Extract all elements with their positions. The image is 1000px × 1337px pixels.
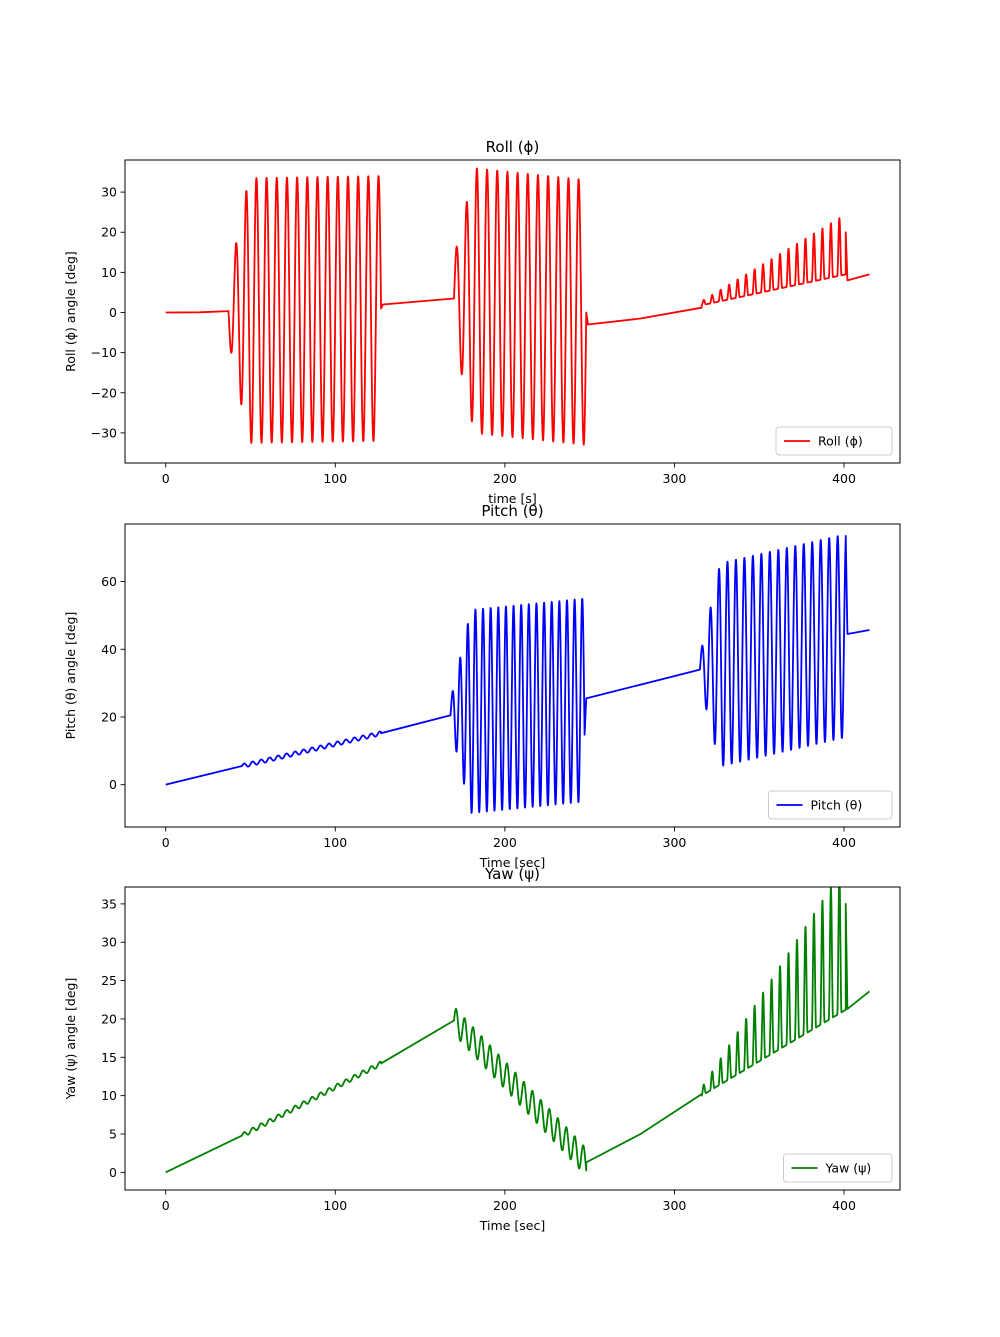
plot-frame — [124, 886, 901, 1191]
chart-panel-3: Yaw (ψ) 0 100 200 300 400 0 5 10 15 20 25 30 35 Time [… — [63, 865, 901, 1233]
chart-title: Yaw (ψ) — [484, 865, 540, 883]
y-tick-label: 25 — [101, 973, 117, 988]
x-tick-label: 400 — [832, 471, 856, 486]
x-tick-label: 200 — [493, 1198, 517, 1213]
x-tick-label: 0 — [162, 835, 170, 850]
series-line — [165, 887, 871, 1174]
plot-frame — [124, 523, 901, 828]
legend-box — [775, 426, 893, 456]
y-tick-label: 40 — [101, 642, 117, 657]
y-axis-label: Pitch (θ) angle [deg] — [63, 612, 78, 740]
y-tick-label: 30 — [101, 185, 117, 200]
x-tick-label: 400 — [832, 1198, 856, 1213]
y-tick-label: 0 — [109, 1165, 117, 1180]
legend-box — [783, 1153, 893, 1183]
series-line — [165, 167, 870, 446]
y-tick-label: −30 — [91, 425, 117, 440]
x-tick-label: 100 — [323, 471, 347, 486]
y-tick-label: 0 — [109, 777, 117, 792]
y-tick-label: 30 — [101, 935, 117, 950]
y-tick-label: 10 — [101, 265, 117, 280]
legend-box — [768, 790, 893, 820]
chart-panel-1: Roll (ϕ) 0 100 200 300 400 −30 −20 −10 0 10 20 30 tim… — [63, 138, 901, 506]
y-tick-label: −10 — [91, 345, 117, 360]
x-tick-label: 0 — [162, 1198, 170, 1213]
chart-panel-2: Pitch (θ) 0 100 200 300 400 0 20 40 60 Time [sec] P… — [63, 502, 901, 870]
y-tick-label: 20 — [101, 709, 117, 724]
x-tick-label: 200 — [493, 471, 517, 486]
legend-label: Roll (ϕ) — [818, 434, 863, 449]
plot-frame — [124, 159, 901, 464]
y-axis-label: Roll (ϕ) angle [deg] — [63, 251, 78, 372]
x-axis-label: Time [sec] — [479, 855, 545, 870]
chart-title: Pitch (θ) — [481, 502, 543, 520]
y-tick-label: 5 — [109, 1127, 117, 1142]
x-axis-label: time [s] — [488, 491, 536, 506]
x-tick-label: 0 — [162, 471, 170, 486]
legend-label: Yaw (ψ) — [825, 1161, 872, 1176]
y-tick-label: 20 — [101, 1011, 117, 1026]
x-tick-label: 100 — [323, 1198, 347, 1213]
y-axis-label: Yaw (ψ) angle [deg] — [63, 978, 78, 1101]
y-tick-label: 60 — [101, 574, 117, 589]
y-tick-label: −20 — [91, 385, 117, 400]
x-tick-label: 300 — [663, 471, 687, 486]
x-tick-label: 300 — [663, 1198, 687, 1213]
series-line — [165, 534, 870, 814]
legend: Pitch (θ) — [768, 790, 893, 820]
x-tick-label: 200 — [493, 835, 517, 850]
x-tick-label: 300 — [663, 835, 687, 850]
legend: Roll (ϕ) — [775, 426, 893, 456]
y-tick-label: 0 — [109, 305, 117, 320]
x-tick-label: 400 — [832, 835, 856, 850]
x-axis-label: Time [sec] — [479, 1218, 545, 1233]
y-tick-label: 15 — [101, 1050, 117, 1065]
y-tick-label: 20 — [101, 225, 117, 240]
chart-title: Roll (ϕ) — [486, 138, 540, 156]
x-tick-label: 100 — [323, 835, 347, 850]
y-tick-label: 10 — [101, 1088, 117, 1103]
legend-label: Pitch (θ) — [811, 798, 863, 813]
y-tick-label: 35 — [101, 896, 117, 911]
legend: Yaw (ψ) — [783, 1153, 893, 1183]
